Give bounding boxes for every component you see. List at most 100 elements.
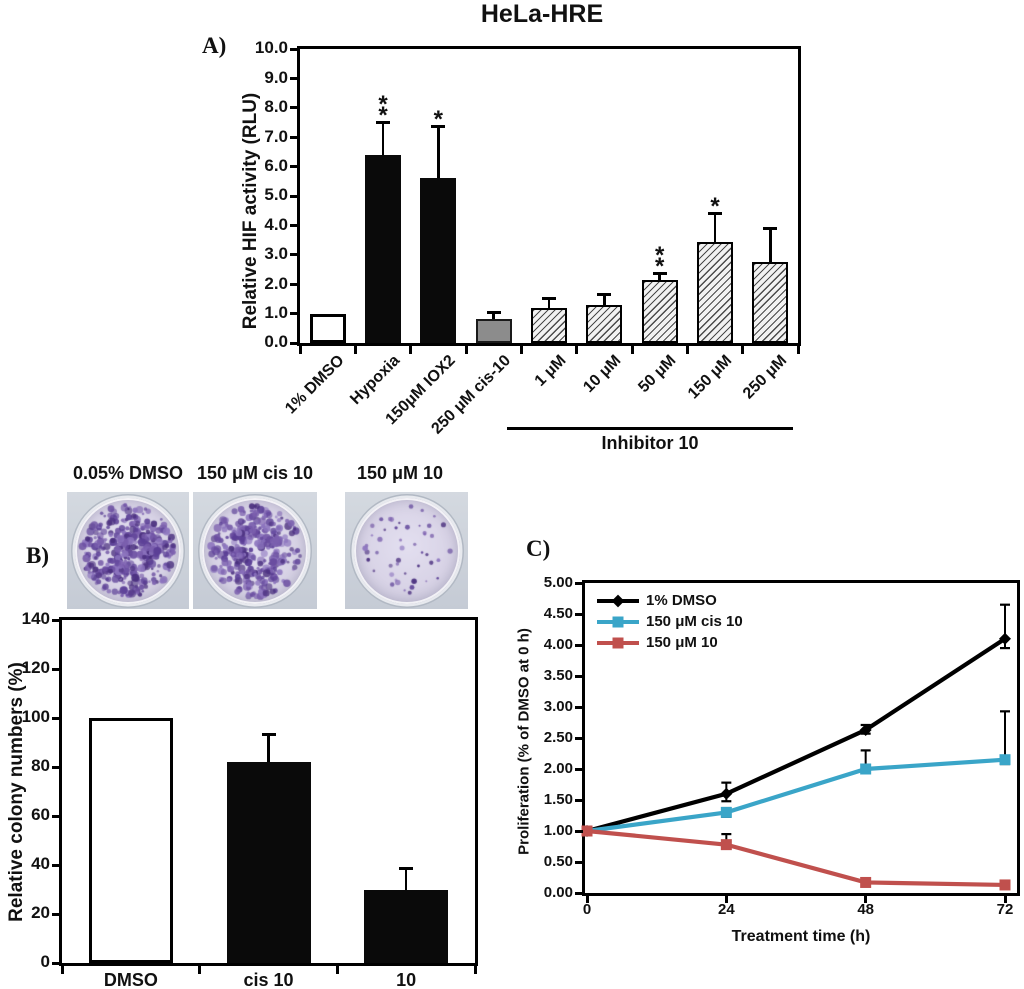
y-tick-label: 20 [31, 903, 50, 923]
y-tick-label: 1.0 [264, 303, 288, 323]
data-point [999, 632, 1011, 645]
y-tick-mark [575, 798, 583, 802]
y-tick-mark [52, 618, 60, 622]
colony-canvas [75, 497, 181, 604]
colony-dish-photo-10 [345, 492, 468, 609]
x-tick-mark [519, 346, 523, 354]
x-tick-mark [298, 346, 302, 354]
y-tick-label: 3.50 [543, 666, 573, 684]
x-tick-label: cis 10 [243, 970, 294, 989]
bar-DMSO [88, 718, 173, 963]
legend-label: 1% DMSO [646, 592, 717, 609]
y-tick-mark [290, 165, 298, 169]
error-bar-cap [763, 226, 778, 230]
error-bar-cap [486, 311, 501, 315]
y-tick-label: 1.50 [543, 790, 573, 808]
error-bar [658, 274, 661, 280]
y-tick-mark [290, 106, 298, 110]
y-tick-mark [575, 736, 583, 740]
inhibitor-group-line [507, 427, 793, 430]
x-tick-mark [864, 896, 868, 903]
y-tick-mark [575, 612, 583, 616]
error-bar-cap [399, 866, 414, 870]
y-tick-label: 0.00 [543, 883, 573, 901]
x-tick-mark [585, 896, 589, 903]
panel-a-label: A) [202, 33, 227, 58]
y-tick-label: 120 [21, 658, 50, 678]
y-tick-label: 5.00 [543, 573, 573, 591]
x-tick-mark [353, 346, 357, 354]
error-bar-cap [431, 125, 446, 129]
significance-mark: * * [654, 241, 665, 280]
legend-line [597, 637, 639, 648]
dish-1-label: 0.05% DMSO [72, 463, 184, 483]
bar-10 μM [586, 304, 623, 343]
y-tick-label: 9.0 [264, 67, 288, 87]
y-tick-mark [290, 312, 298, 316]
y-tick-mark [290, 47, 298, 51]
panel-b-label: B) [26, 543, 49, 568]
y-tick-mark [52, 765, 60, 769]
y-tick-label: 5.0 [264, 185, 288, 205]
x-tick-label: DMSO [103, 970, 158, 989]
colony-canvas [353, 497, 460, 604]
y-tick-mark [52, 912, 60, 916]
data-point [999, 754, 1011, 766]
error-bar-cap [261, 733, 276, 737]
series-line-150 μM cis 10 [586, 757, 1006, 834]
bar-1% DMSO [309, 313, 346, 343]
y-tick-mark [575, 860, 583, 864]
legend-line [597, 616, 639, 627]
y-tick-mark [52, 863, 60, 867]
x-tick-mark [575, 346, 579, 354]
legend-label: 150 μM cis 10 [646, 613, 743, 630]
y-tick-label: 3.0 [264, 244, 288, 264]
data-point [860, 876, 872, 888]
data-point [720, 839, 732, 851]
y-tick-mark [52, 961, 60, 965]
legend-item: 150 μM 10 [597, 632, 743, 653]
panel-c-label: C) [526, 536, 551, 561]
y-tick-label: 8.0 [264, 97, 288, 117]
bar-50 μM [641, 279, 678, 343]
error-bar [381, 123, 385, 155]
y-tick-label: 10.0 [254, 38, 288, 58]
x-tick-mark [198, 966, 202, 974]
y-tick-mark [575, 891, 583, 895]
y-tick-label: 40 [31, 854, 50, 874]
dish-2-label: 150 μM cis 10 [196, 463, 314, 483]
error-bar-cap [597, 292, 612, 296]
panel-a-plot-area: * * * * * * [297, 46, 801, 346]
legend-marker [611, 594, 625, 607]
error-bar [437, 128, 440, 179]
y-tick-mark [575, 643, 583, 647]
significance-mark: * [433, 106, 443, 134]
data-point [720, 787, 733, 800]
legend-item: 1% DMSO [597, 590, 743, 611]
error-bar-cap [542, 296, 556, 300]
panel-c-x-axis-title: Treatment time (h) [731, 928, 871, 945]
error-bar-cap [376, 120, 390, 124]
significance-mark: * * [378, 90, 388, 129]
x-tick-mark [796, 346, 800, 354]
data-point [860, 763, 872, 775]
y-tick-label: 2.00 [543, 759, 573, 777]
y-tick-label: 4.50 [543, 604, 573, 622]
y-tick-mark [290, 223, 298, 227]
y-tick-mark [290, 135, 298, 139]
error-bar [267, 736, 270, 763]
y-tick-label: 2.0 [264, 273, 288, 293]
figure-title: HeLa-HRE [480, 0, 604, 28]
data-point [999, 879, 1011, 891]
y-tick-mark [290, 282, 298, 286]
x-tick-mark [630, 346, 634, 354]
legend-item: 150 μM cis 10 [597, 611, 743, 632]
y-tick-label: 80 [31, 756, 50, 776]
error-bar-cap [652, 271, 667, 275]
x-tick-label: 250 μM [739, 352, 791, 403]
x-tick-mark [724, 896, 728, 903]
y-tick-mark [52, 814, 60, 818]
y-tick-mark [575, 674, 583, 678]
x-tick-label: 10 μM [580, 352, 625, 397]
petri-dish [75, 497, 181, 604]
